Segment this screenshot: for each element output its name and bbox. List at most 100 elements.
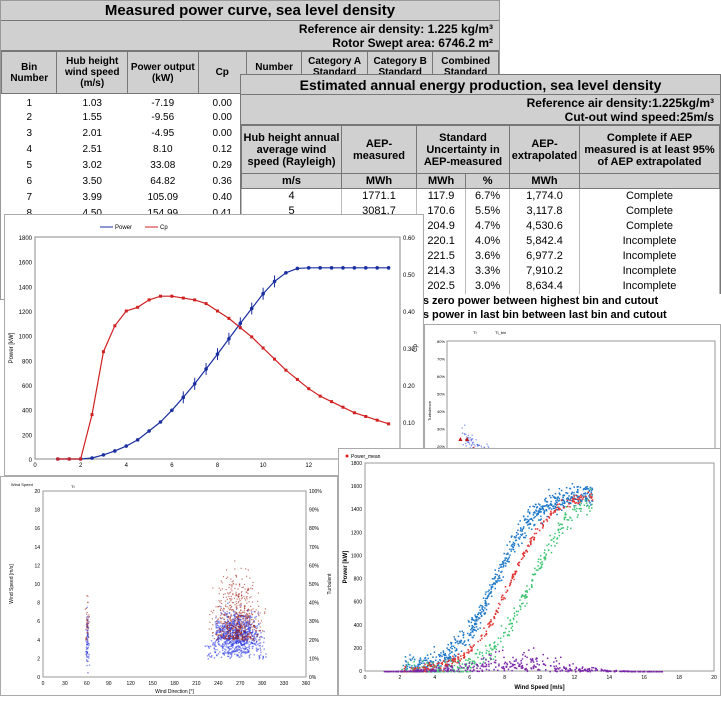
x-tick-label: 8 [503, 675, 506, 681]
windspeed-point [214, 644, 216, 646]
power-point [423, 659, 425, 662]
power-point [457, 660, 459, 663]
power-point [481, 615, 483, 617]
windspeed-point [235, 619, 237, 621]
power-point [465, 659, 467, 661]
windspeed-point [222, 634, 224, 636]
windspeed-point [224, 626, 227, 628]
windspeed-point [231, 642, 233, 645]
power-curve-table: Bin Number Hub height wind speed (m/s) Pow… [1, 51, 499, 238]
ti-point [252, 620, 255, 623]
windspeed-point [232, 645, 234, 647]
ti-point [257, 620, 260, 622]
windspeed-point [232, 643, 234, 646]
power-point [553, 665, 555, 668]
ti-point [217, 618, 219, 620]
power-point [544, 505, 546, 507]
power-point [468, 625, 471, 627]
power-point [556, 503, 559, 506]
power-point [427, 663, 429, 666]
y-axis-label: Power [kW] [343, 551, 349, 584]
aep-col-header: Standard Uncertainty in AEP-measured [416, 125, 510, 174]
ti-point [220, 580, 222, 582]
power-point [438, 669, 441, 672]
windspeed-point [214, 651, 216, 653]
windspeed-point [236, 639, 239, 642]
power-point [485, 602, 487, 605]
power-point [453, 657, 456, 659]
power-point [481, 652, 484, 654]
power-point [504, 631, 506, 634]
power-point [561, 523, 563, 526]
table-row: 6 3.50 64.82 0.36 [2, 174, 499, 190]
ti-point [235, 591, 237, 593]
ti-point [235, 611, 237, 613]
power-point [459, 640, 461, 643]
power-point [565, 513, 567, 516]
y2-tick-label: 40% [309, 601, 320, 607]
power-point [524, 536, 526, 539]
ti-point [226, 633, 229, 636]
power-point [488, 626, 490, 628]
power-point [520, 528, 522, 530]
power-point [562, 506, 565, 509]
power-point [483, 627, 485, 629]
ti-point [235, 634, 237, 636]
power-point [530, 667, 532, 669]
windspeed-point [254, 616, 256, 619]
power-point [485, 604, 488, 607]
windspeed-point [243, 639, 245, 641]
power-point [634, 670, 636, 673]
ti-point [85, 623, 88, 625]
power-point [516, 614, 518, 616]
power-point [537, 513, 539, 516]
ti-point [250, 634, 253, 636]
cp-point [193, 298, 197, 302]
windspeed-point [258, 656, 261, 658]
power-point [430, 661, 432, 663]
power-point [506, 544, 508, 546]
power-point [550, 503, 553, 506]
ti-point [211, 632, 214, 634]
windspeed-point [241, 633, 244, 636]
windspeed-point [229, 641, 232, 644]
power-point [512, 548, 515, 551]
y-tick-label: 60% [437, 374, 445, 379]
power-point [585, 496, 587, 499]
windspeed-point [231, 644, 233, 646]
windspeed-point [230, 628, 232, 630]
ti-point [225, 635, 227, 637]
ti-point [226, 637, 228, 639]
power-point [553, 540, 555, 543]
power-point [569, 487, 571, 490]
power-point [530, 659, 533, 661]
power-point [541, 563, 544, 565]
power-point [417, 663, 419, 666]
power-point [487, 595, 490, 597]
power-point [504, 565, 507, 567]
power-point [443, 654, 446, 657]
ti-point [229, 616, 231, 618]
power-point [446, 661, 448, 663]
power-point [484, 607, 486, 609]
power-point [500, 640, 502, 643]
ti-point [248, 601, 250, 603]
power-point [566, 519, 568, 521]
power-point [567, 498, 570, 501]
windspeed-point [253, 635, 255, 638]
y-tick-label: 600 [354, 600, 363, 606]
power-point [444, 663, 447, 665]
power-point [570, 497, 572, 500]
windspeed-point [86, 618, 88, 620]
power-point [511, 573, 514, 576]
power-point [505, 627, 507, 630]
ti-point [229, 598, 231, 600]
windspeed-point [86, 653, 88, 655]
windspeed-point [229, 652, 232, 654]
power-point [589, 486, 592, 489]
power-point [485, 668, 488, 671]
power-point [513, 543, 516, 545]
power-point [540, 515, 542, 518]
windspeed-point [243, 643, 245, 646]
windspeed-point [237, 647, 240, 649]
